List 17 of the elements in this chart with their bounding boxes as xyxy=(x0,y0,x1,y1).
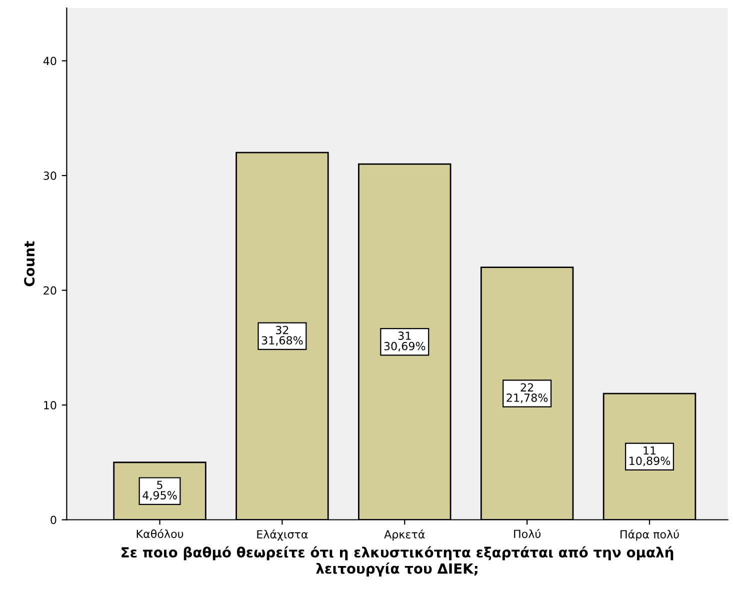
data-label: 22 21,78% xyxy=(506,383,548,404)
data-label: 5 4,95% xyxy=(142,480,177,501)
x-tick-label: Πολύ xyxy=(514,529,540,538)
y-tick-label: 0 xyxy=(50,516,56,524)
x-axis-title: Σε ποιο βαθμό θεωρείτε ότι η ελκυστικότητα εξαρτάται από την ομαλή λειτουργία του ΔΙΕΚ; xyxy=(122,546,674,576)
x-tick-label: Πάρα πολύ xyxy=(620,529,679,541)
x-tick-label: Ελάχιστα xyxy=(257,529,308,541)
y-tick-label: 10 xyxy=(44,400,56,410)
data-label: 11 10,89% xyxy=(630,446,670,466)
y-tick-label: 40 xyxy=(43,56,56,66)
data-label: 31 30,69% xyxy=(384,332,426,352)
x-tick-label: Αρκετά xyxy=(384,529,425,541)
y-axis-title: Count xyxy=(24,241,35,286)
data-label: 32 31,68% xyxy=(262,326,303,346)
y-tick-label: 20 xyxy=(44,286,56,295)
y-tick-label: 30 xyxy=(44,172,56,180)
x-tick-label: Καθόλου xyxy=(136,529,184,538)
